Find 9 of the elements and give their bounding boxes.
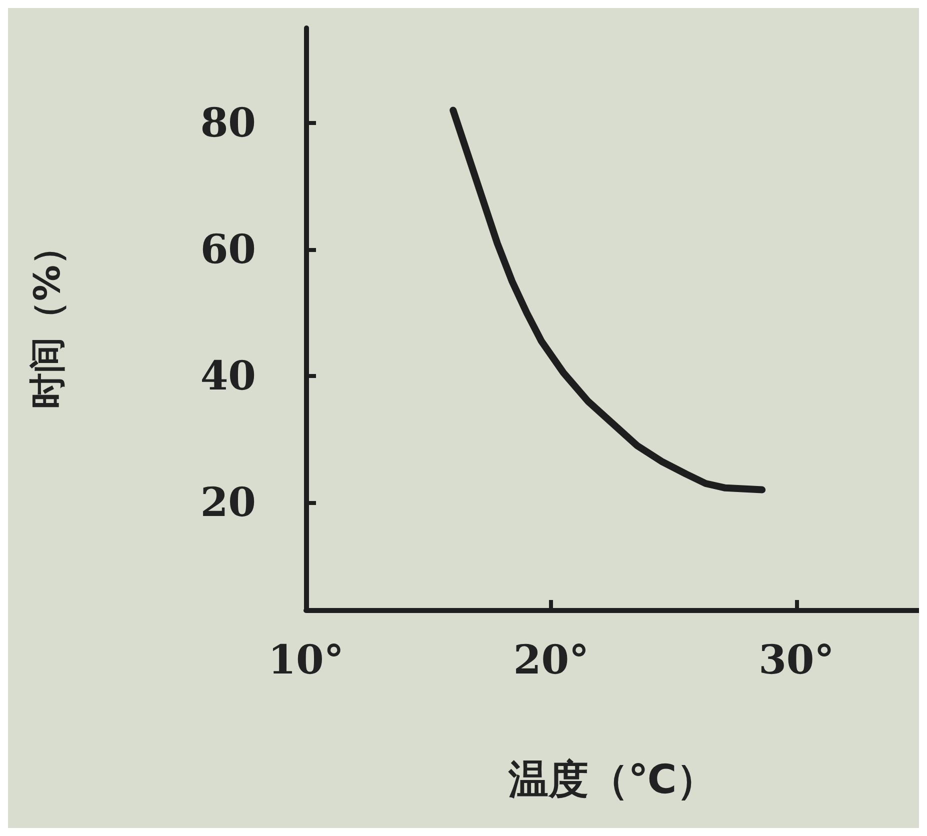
- x-axis-title: 温度（℃）: [507, 757, 717, 803]
- y-tick-label: 40: [200, 352, 256, 400]
- x-tick-label: 10°: [268, 636, 344, 684]
- x-tick-label: 20°: [513, 636, 590, 684]
- x-tick-label: 30°: [758, 636, 834, 684]
- y-tick-label: 20: [200, 478, 256, 526]
- y-tick-label: 60: [200, 226, 256, 273]
- y-axis-title: 时间（%）: [28, 228, 68, 410]
- y-tick-label: 80: [200, 99, 256, 146]
